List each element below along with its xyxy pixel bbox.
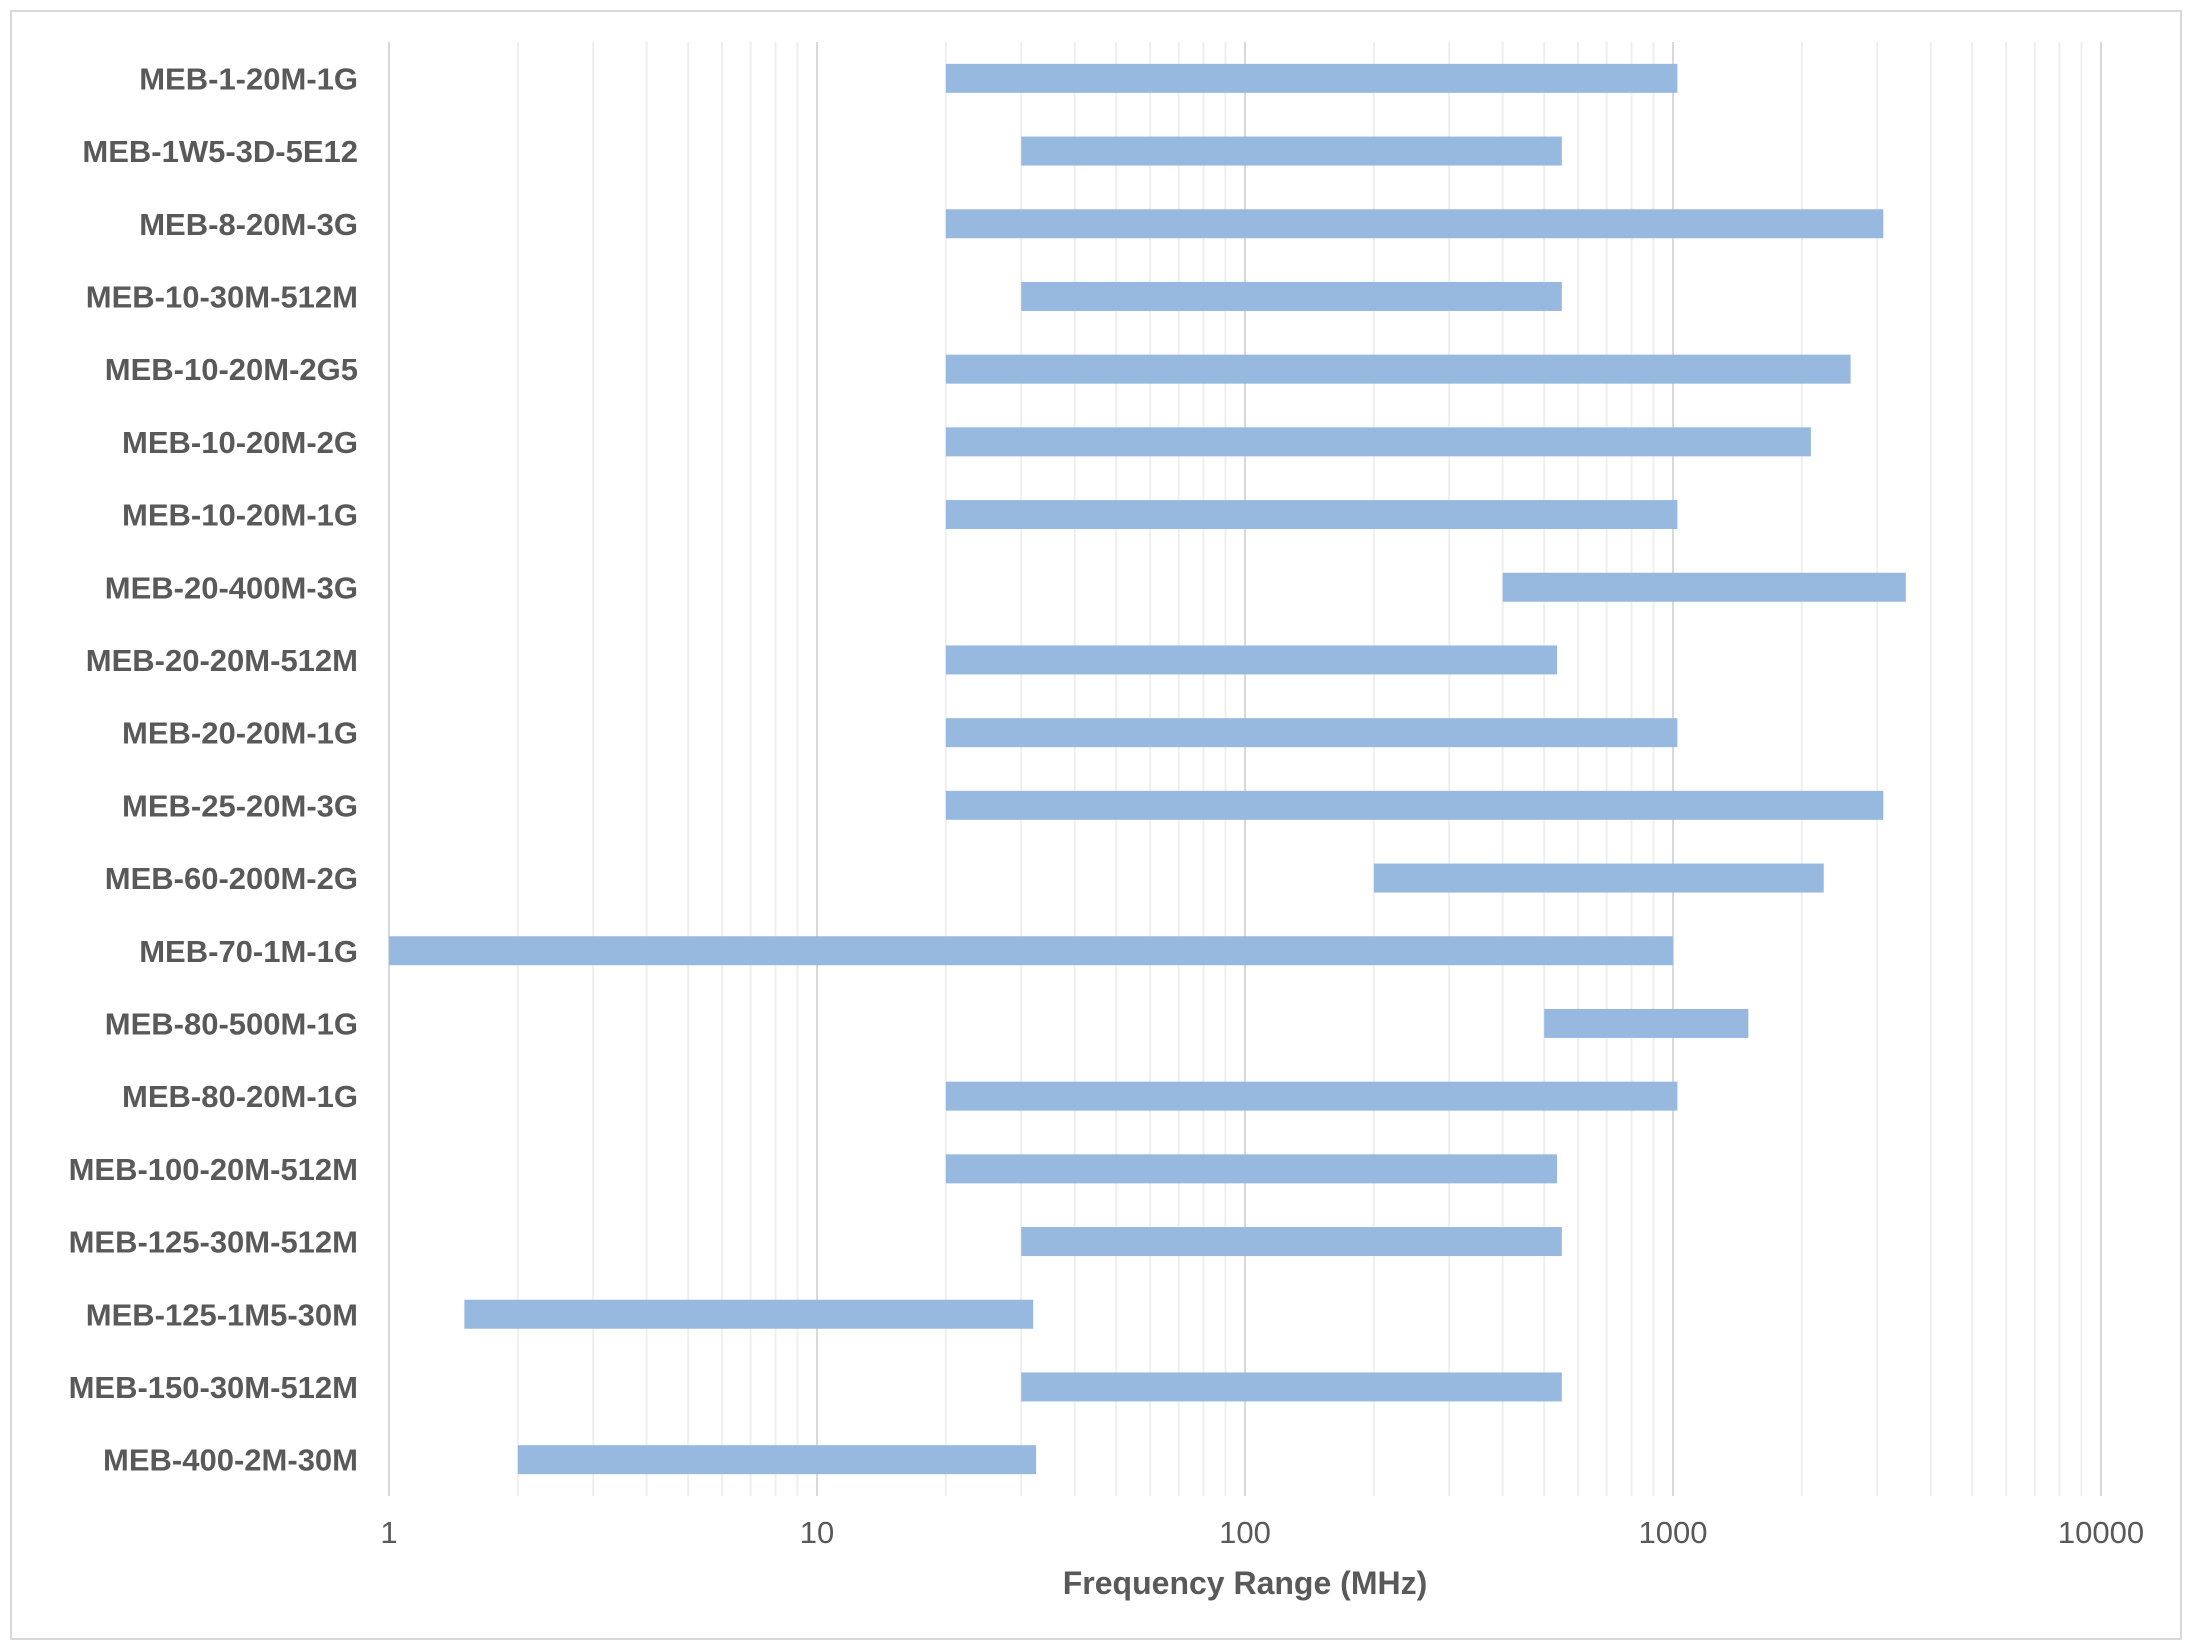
x-tick-label: 100 [1219, 1515, 1271, 1550]
category-label: MEB-70-1M-1G [139, 934, 358, 969]
category-label: MEB-150-30M-512M [69, 1370, 358, 1405]
category-label: MEB-25-20M-3G [122, 788, 358, 823]
category-label: MEB-80-500M-1G [105, 1006, 358, 1041]
bar-meb-150-30m-512m [1021, 1372, 1562, 1402]
category-label: MEB-125-1M5-30M [86, 1297, 358, 1332]
x-tick-label: 1000 [1639, 1515, 1708, 1550]
category-label: MEB-60-200M-2G [105, 861, 358, 896]
category-labels: MEB-1-20M-1G MEB-1W5-3D-5E12 MEB-8-20M-3G M… [69, 61, 358, 1477]
category-label: MEB-10-20M-2G [122, 425, 358, 460]
category-label: MEB-125-30M-512M [69, 1225, 358, 1260]
bar-meb-10-30m-512m [1021, 281, 1562, 311]
category-label: MEB-400-2M-30M [103, 1443, 358, 1478]
bar-meb-400-2m-30m [517, 1445, 1037, 1475]
category-label: MEB-80-20M-1G [122, 1079, 358, 1114]
category-label: MEB-1-20M-1G [139, 61, 358, 96]
category-label: MEB-20-20M-1G [122, 716, 358, 751]
category-label: MEB-10-20M-1G [122, 498, 358, 533]
bar-meb-8-20m-3g [945, 209, 1884, 239]
category-label: MEB-100-20M-512M [69, 1152, 358, 1187]
bar-meb-25-20m-3g [945, 790, 1884, 820]
grid-lines [388, 42, 2102, 1496]
bar-meb-20-20m-1g [945, 718, 1678, 748]
bar-meb-1-20m-1g [945, 63, 1678, 93]
bar-meb-10-20m-2g5 [945, 354, 1851, 384]
bar-meb-1w5-3d-5e12 [1021, 136, 1562, 166]
category-label: MEB-10-20M-2G5 [105, 352, 358, 387]
bar-meb-10-20m-1g [945, 500, 1678, 530]
bar-meb-125-1m5-30m [464, 1299, 1034, 1329]
bar-meb-60-200m-2g [1373, 863, 1824, 893]
category-label: MEB-20-400M-3G [105, 570, 358, 605]
category-label: MEB-20-20M-512M [86, 643, 358, 678]
bar-meb-20-400m-3g [1502, 572, 1906, 602]
category-label: MEB-1W5-3D-5E12 [82, 134, 358, 169]
bars [389, 63, 1906, 1475]
bar-meb-20-20m-512m [945, 645, 1558, 675]
bar-meb-80-20m-1g [945, 1081, 1678, 1111]
category-label: MEB-8-20M-3G [139, 207, 358, 242]
bar-meb-100-20m-512m [945, 1154, 1558, 1184]
x-tick-label: 1 [380, 1515, 397, 1550]
x-tick-label: 10000 [2058, 1515, 2144, 1550]
bar-meb-80-500m-1g [1544, 1008, 1749, 1038]
x-tick-label: 10 [800, 1515, 834, 1550]
category-label: MEB-10-30M-512M [86, 279, 358, 314]
chart-frame [10, 10, 2182, 1640]
bar-meb-70-1m-1g [389, 936, 1673, 966]
bar-meb-10-20m-2g [945, 427, 1811, 457]
x-tick-labels: 1 10 100 1000 10000 [380, 1515, 2144, 1550]
bar-meb-125-30m-512m [1021, 1227, 1562, 1257]
x-axis-title: Frequency Range (MHz) [1063, 1565, 1427, 1601]
